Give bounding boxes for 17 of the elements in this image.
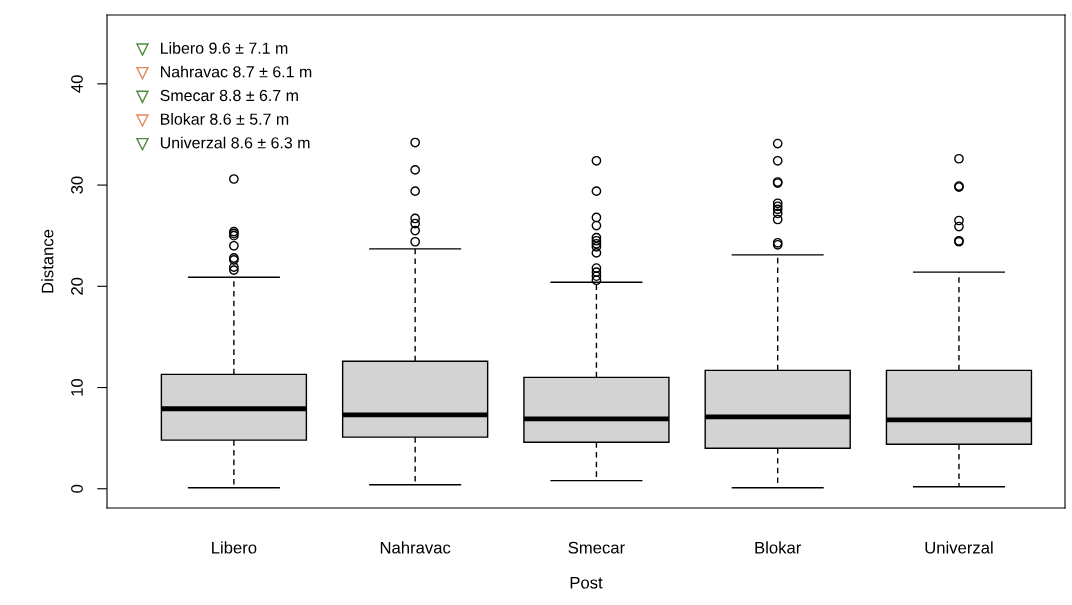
y-tick-label: 10 [71, 378, 83, 396]
y-tick-label: 30 [71, 176, 83, 194]
annotation: Libero 9.6 ± 7.1 m [161, 42, 288, 54]
annotation: Nahravac 8.7 ± 6.1 m [161, 65, 312, 78]
y-tick-label: 0 [71, 484, 83, 493]
y-tick-label: 20 [71, 277, 83, 295]
x-tick-label: Univerzal [925, 541, 993, 554]
y-tick-label: 40 [71, 75, 83, 93]
x-tick-label: Libero [212, 541, 257, 554]
annotation: Smecar 8.8 ± 6.7 m [160, 89, 298, 102]
x-tick-label: Nahravac [380, 541, 451, 554]
x-axis-title: Post [570, 576, 603, 589]
annotation: Univerzal 8.6 ± 6.3 m [160, 136, 310, 149]
annotation: Blokar 8.6 ± 5.7 m [161, 113, 289, 125]
x-tick-label: Smecar [568, 541, 625, 554]
y-axis-title: Distance [41, 229, 54, 293]
x-tick-label: Blokar [755, 541, 802, 554]
